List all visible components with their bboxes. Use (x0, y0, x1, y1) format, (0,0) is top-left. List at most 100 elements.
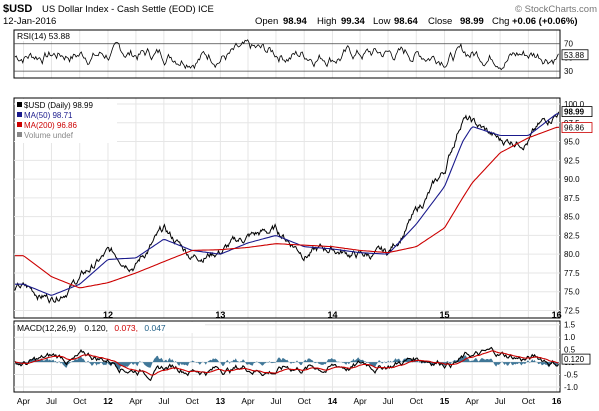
low-label: Low (373, 16, 391, 27)
price-tick-label: 95.0 (564, 138, 580, 147)
legend-item: MA(200) 96.86 (24, 121, 77, 130)
price-tick-label: 85.0 (564, 213, 580, 222)
legend-swatch (17, 122, 22, 127)
x-tick-label: Jul (271, 396, 282, 406)
rsi-legend-bg (15, 31, 73, 41)
price-year-label: 12 (103, 310, 113, 320)
price-panel: 72.5 75.0 77.5 80.0 82.5 85.0 87.5 90.0 92.5 95.0… (13, 97, 593, 319)
high-label: High (317, 16, 337, 27)
price-tick-label: 72.5 (564, 306, 580, 315)
legend-swatch (17, 102, 22, 107)
price-legend-bg (15, 99, 117, 143)
low-value: 98.64 (394, 16, 418, 27)
price-year-label: 15 (440, 310, 450, 320)
ma200-value-tag-text: 96.86 (564, 124, 585, 133)
close-value-tag-text: 98.99 (564, 108, 585, 117)
x-tick-label: Apr (17, 396, 30, 406)
chart-date: 12-Jan-2016 (3, 16, 56, 27)
x-tick-label: 16 (552, 396, 562, 406)
rsi-value-tag (561, 49, 589, 61)
price-year-label: 13 (215, 310, 225, 320)
macd-legend-item: 0.047 (144, 323, 166, 333)
x-tick-label: 12 (103, 396, 113, 406)
price-tick-label: 80.0 (564, 250, 580, 259)
x-tick-label: Apr (241, 396, 254, 406)
x-tick-label: Apr (129, 396, 142, 406)
chg-label: Chg (492, 16, 509, 27)
macd-legend-item: 0.073, (114, 323, 138, 333)
x-tick-label: 14 (328, 396, 338, 406)
open-value: 98.94 (283, 16, 307, 27)
price-panel-frame (13, 97, 561, 319)
legend-item: Volume undef (24, 131, 74, 140)
x-tick-label: Jul (495, 396, 506, 406)
x-tick-label: Oct (522, 396, 536, 406)
legend-swatch (17, 132, 22, 137)
macd-legend-item: MACD(12,26,9) (17, 323, 76, 333)
price-tick-label: 77.5 (564, 269, 580, 278)
macd-histogram (15, 355, 559, 370)
macd-panel: -1.0-0.50.00.51.01.50.120MACD(12,26,9)0.… (13, 320, 591, 393)
x-tick-label: 13 (216, 396, 226, 406)
x-tick-label: Oct (185, 396, 199, 406)
price-year-label: 16 (552, 310, 562, 320)
x-tick-label: Jul (383, 396, 394, 406)
series-ma50 (15, 113, 559, 296)
ma200-value-tag (561, 122, 593, 133)
x-tick-label: 15 (440, 396, 450, 406)
price-tick-label: 90.0 (564, 175, 580, 184)
x-axis: Apr Jul Oct 12 Apr Jul Oct 13 Apr Jul Oct 14 Apr Jul O… (17, 310, 562, 406)
rsi-panel-frame (13, 29, 561, 79)
chart-name: US Dollar Index - Cash Settle (EOD) (42, 4, 196, 15)
price-tick-label: 92.5 (564, 156, 580, 165)
price-year-label: 14 (327, 310, 337, 320)
quote-bar: Open 98.94 High 99.34 Low 98.64 Close 98… (255, 16, 578, 27)
price-tick-label: 100.0 (564, 100, 585, 109)
macd-tick-label: -1.0 (564, 383, 578, 392)
close-value: 98.99 (460, 16, 484, 27)
close-value-tag (561, 106, 593, 117)
open-label: Open (255, 16, 278, 27)
x-tick-label: Apr (466, 396, 479, 406)
x-tick-label: Apr (353, 396, 366, 406)
legend-item: MA(50) 98.71 (24, 111, 73, 120)
series-ma200 (15, 126, 559, 289)
macd-tick-label: 1.0 (564, 333, 576, 342)
close-label: Close (428, 16, 452, 27)
legend-swatch (17, 112, 22, 117)
x-tick-label: Oct (298, 396, 312, 406)
macd-legend: MACD(12,26,9) 0.120, 0.073, 0.047 (15, 322, 205, 333)
rsi-line (14, 39, 559, 71)
x-tick-label: Oct (410, 396, 424, 406)
price-tick-label: 75.0 (564, 288, 580, 297)
chart-exchange: ICE (198, 4, 214, 15)
macd-tick-label: -0.5 (564, 371, 578, 380)
chart-symbol: $USD (3, 3, 32, 15)
rsi-tick-label: 70 (564, 40, 573, 49)
macd-legend-bg (15, 322, 205, 333)
rsi-tick-label: 30 (564, 67, 573, 76)
macd-panel-frame (13, 320, 561, 393)
macd-value-tag (561, 353, 591, 365)
price-tick-label: 87.5 (564, 194, 580, 203)
rsi-legend: RSI(14) 53.88 (17, 31, 70, 41)
x-tick-label: Jul (46, 396, 57, 406)
watermark: © StockCharts.com (515, 4, 597, 15)
macd-line (14, 346, 560, 382)
macd-legend-item: 0.120, (84, 323, 108, 333)
x-tick-label: Jul (158, 396, 169, 406)
rsi-value-tag-text: 53.88 (564, 51, 585, 60)
high-value: 99.34 (341, 16, 365, 27)
macd-value-tag-text: 0.120 (564, 355, 585, 364)
chg-value: +0.06 (+0.06%) (512, 16, 578, 27)
macd-tick-label: 1.5 (564, 321, 576, 330)
legend-item: $USD (Daily) 98.99 (24, 101, 93, 110)
price-tick-label: 82.5 (564, 231, 580, 240)
series-usd-price (14, 111, 560, 304)
macd-signal-line (14, 350, 559, 376)
x-tick-label: Oct (73, 396, 87, 406)
macd-tick-label: 0.5 (564, 346, 576, 355)
